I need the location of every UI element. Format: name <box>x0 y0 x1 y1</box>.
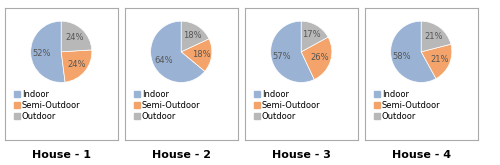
Wedge shape <box>390 21 436 82</box>
Text: 26%: 26% <box>311 53 330 63</box>
Text: 18%: 18% <box>192 50 210 59</box>
Legend: Indoor, Semi-Outdoor, Outdoor: Indoor, Semi-Outdoor, Outdoor <box>374 90 440 121</box>
Legend: Indoor, Semi-Outdoor, Outdoor: Indoor, Semi-Outdoor, Outdoor <box>134 90 200 121</box>
Text: House - 1: House - 1 <box>32 150 91 160</box>
Wedge shape <box>62 50 92 82</box>
Wedge shape <box>270 21 314 82</box>
Text: 17%: 17% <box>302 30 320 39</box>
Text: 52%: 52% <box>32 49 50 58</box>
Text: 64%: 64% <box>154 56 172 65</box>
Text: 58%: 58% <box>392 52 411 61</box>
Wedge shape <box>301 37 332 80</box>
Text: 21%: 21% <box>430 55 449 64</box>
Text: 21%: 21% <box>424 32 442 41</box>
Text: 24%: 24% <box>68 60 86 69</box>
Text: 57%: 57% <box>272 52 291 61</box>
Wedge shape <box>62 21 92 52</box>
Wedge shape <box>30 21 65 82</box>
Text: 18%: 18% <box>182 31 201 39</box>
Legend: Indoor, Semi-Outdoor, Outdoor: Indoor, Semi-Outdoor, Outdoor <box>14 90 80 121</box>
Text: House - 2: House - 2 <box>152 150 211 160</box>
Text: House - 3: House - 3 <box>272 150 330 160</box>
Text: 24%: 24% <box>66 33 84 42</box>
Text: House - 4: House - 4 <box>392 150 451 160</box>
Wedge shape <box>150 21 205 82</box>
Wedge shape <box>301 21 328 52</box>
Wedge shape <box>421 44 452 79</box>
Wedge shape <box>181 21 209 52</box>
Legend: Indoor, Semi-Outdoor, Outdoor: Indoor, Semi-Outdoor, Outdoor <box>254 90 320 121</box>
Wedge shape <box>421 21 451 52</box>
Wedge shape <box>181 39 212 71</box>
